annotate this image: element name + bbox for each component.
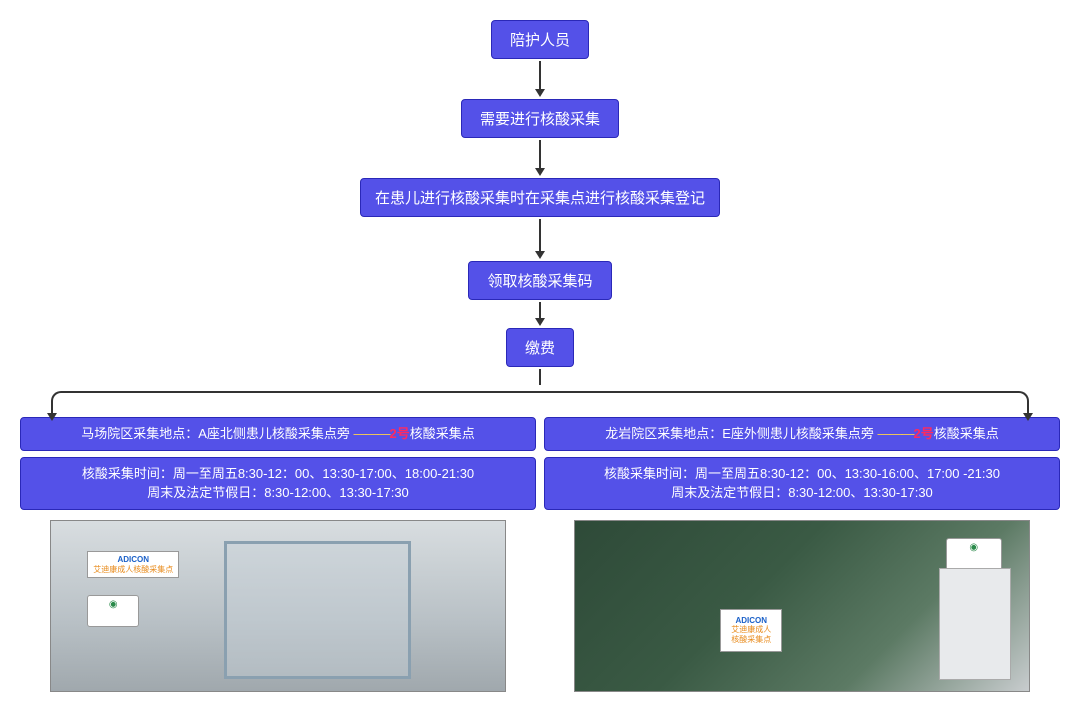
arrow-line — [539, 61, 541, 89]
right-location-prefix: 龙岩院区采集地点：E座外侧患儿核酸采集点旁 — [605, 426, 874, 441]
step-box-4: 领取核酸采集码 — [468, 261, 611, 300]
step-box-5: 缴费 — [506, 328, 574, 367]
branch-arrow-right — [1023, 413, 1033, 421]
arrow-4 — [535, 302, 545, 326]
arrow-3 — [535, 219, 545, 259]
branch-arrow-left — [47, 413, 57, 421]
left-time-box: 核酸采集时间：周一至周五8:30-12：00、13:30-17:00、18:00… — [20, 457, 536, 510]
branch-columns: 马场院区采集地点：A座北侧患儿核酸采集点旁 ———2号核酸采集点 核酸采集时间：… — [20, 417, 1060, 692]
left-location-box: 马场院区采集地点：A座北侧患儿核酸采集点旁 ———2号核酸采集点 — [20, 417, 536, 451]
accent-text: 2号 — [914, 426, 934, 441]
booth — [939, 568, 1011, 680]
arrow-head — [535, 318, 545, 326]
right-time-line2: 周末及法定节假日：8:30-12:00、13:30-17:30 — [553, 483, 1051, 503]
arrow-line — [539, 219, 541, 251]
arrow-head — [535, 168, 545, 176]
branch-left: 马场院区采集地点：A座北侧患儿核酸采集点旁 ———2号核酸采集点 核酸采集时间：… — [20, 417, 536, 692]
flowchart-root: 陪护人员 需要进行核酸采集 在患儿进行核酸采集时在采集点进行核酸采集登记 领取核… — [20, 20, 1060, 692]
arrow-line — [539, 369, 541, 385]
arrow-head — [535, 89, 545, 97]
left-time-line2: 周末及法定节假日：8:30-12:00、13:30-17:30 — [29, 483, 527, 503]
dash: ——— — [878, 426, 914, 441]
accent-text: 2号 — [390, 426, 410, 441]
branch-bar — [51, 391, 1029, 413]
sign-caption: 艾迪康成人核酸采集点 — [93, 565, 173, 575]
arrow-line — [539, 302, 541, 318]
right-photo: ADICON 艾迪康成人 核酸采集点 ◉ — [574, 520, 1030, 692]
arrow-1 — [535, 61, 545, 97]
sign-brand: ADICON — [93, 555, 173, 565]
branch-split — [20, 391, 1060, 413]
arrow-line — [539, 140, 541, 168]
right-time-box: 核酸采集时间：周一至周五8:30-12：00、13:30-16:00、17:00… — [544, 457, 1060, 510]
branch-right: 龙岩院区采集地点：E座外侧患儿核酸采集点旁 ———2号核酸采集点 核酸采集时间：… — [544, 417, 1060, 692]
step-box-3: 在患儿进行核酸采集时在采集点进行核酸采集登记 — [360, 178, 720, 217]
right-location-box: 龙岩院区采集地点：E座外侧患儿核酸采集点旁 ———2号核酸采集点 — [544, 417, 1060, 451]
step-box-2: 需要进行核酸采集 — [461, 99, 619, 138]
dash: ——— — [354, 426, 390, 441]
right-location-suffix: 核酸采集点 — [934, 426, 999, 441]
door — [224, 541, 412, 680]
photo-sign: ADICON 艾迪康成人 核酸采集点 — [720, 609, 782, 652]
arrow-2 — [535, 140, 545, 176]
left-location-prefix: 马场院区采集地点：A座北侧患儿核酸采集点旁 — [81, 426, 350, 441]
left-time-line1: 核酸采集时间：周一至周五8:30-12：00、13:30-17:00、18:00… — [29, 464, 527, 484]
arrow-head — [535, 251, 545, 259]
arrow-5 — [539, 369, 541, 385]
sign-caption: 艾迪康成人 核酸采集点 — [731, 625, 771, 644]
photo-sign: ADICON 艾迪康成人核酸采集点 — [87, 551, 179, 578]
left-location-suffix: 核酸采集点 — [410, 426, 475, 441]
photo-logo: ◉ — [87, 595, 139, 627]
left-photo: ADICON 艾迪康成人核酸采集点 ◉ — [50, 520, 506, 692]
right-time-line1: 核酸采集时间：周一至周五8:30-12：00、13:30-16:00、17:00… — [553, 464, 1051, 484]
step-box-1: 陪护人员 — [491, 20, 589, 59]
